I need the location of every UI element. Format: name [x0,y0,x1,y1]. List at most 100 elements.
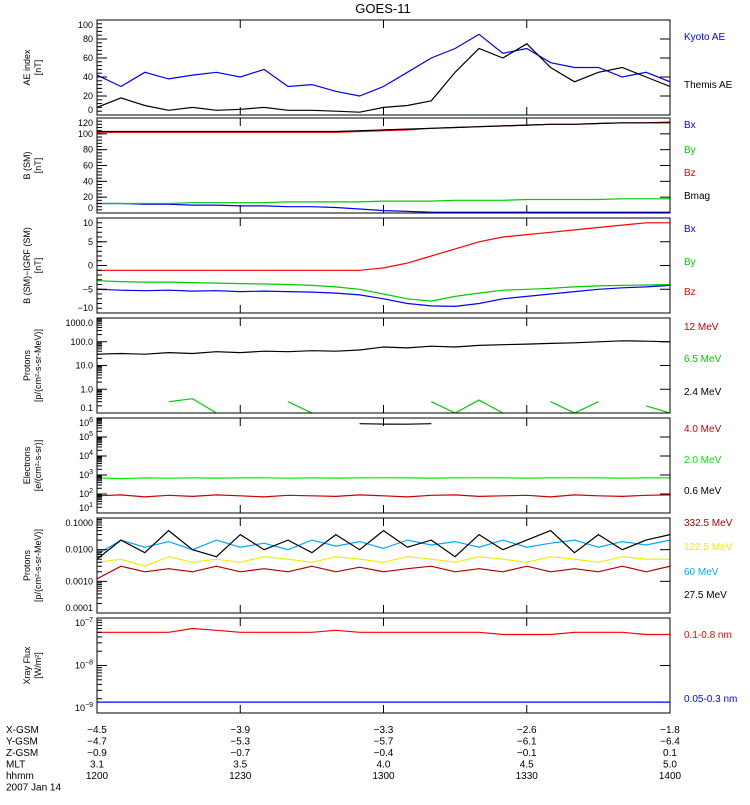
y-tick-label: 104 [79,450,93,461]
y-tick-label: 40 [83,72,93,82]
y-tick-label: 40 [83,176,93,186]
legend-label: 4.0 MeV [684,424,722,435]
ephemeris-value: 1230 [229,771,252,782]
y-axis-label: AE index[nT] [22,49,43,86]
series-line-0-1-0-8-nm [97,627,670,636]
series-line-kyoto-ae [97,33,670,97]
series-line-by [97,198,670,205]
panel-6: 332.5 MeV 122.5 MeV 60 MeV 27.5 MeV 0.0001 0.… [22,517,733,614]
ephemeris-value: 1330 [516,771,539,782]
date-label: 2007 Jan 14 [6,783,61,794]
y-tick-label: 1.0 [80,384,93,394]
ephemeris-value: −0.9 [87,748,107,759]
ephemeris-value: −2.6 [517,725,537,736]
series-line-4-0-mev [97,494,670,498]
y-tick-label: 10.0 [75,361,93,371]
y-axis-label: B (SM)[nT] [22,151,43,179]
ephemeris-row-label: hhmm [6,771,34,782]
series-line-bmag [97,122,670,133]
legend-label: Bx [684,224,696,235]
y-tick-label: 100 [78,20,93,30]
legend-label: 0.1-0.8 nm [684,630,732,641]
y-tick-label: 80 [83,34,93,44]
y-tick-label: 0 [88,203,93,213]
ephemeris-value: −5.3 [230,737,250,748]
y-tick-label: 20 [83,91,93,101]
series-line-themis-ae [97,43,670,113]
series-line-2-0-mev [97,477,670,480]
y-tick-label: 60 [83,161,93,171]
chart-title: GOES-11 [355,1,410,16]
legend-label: 0.6 MeV [684,486,722,497]
y-tick-label: 0 [88,261,93,271]
y-tick-label: 0.0001 [65,603,93,613]
series-line-by [97,280,670,302]
series-line-0-6-mev [359,423,432,425]
y-tick-label: 20 [83,192,93,202]
ephemeris-value: −0.7 [230,748,250,759]
ephemeris-value: −3.3 [374,725,394,736]
legend-label: Bmag [684,191,710,202]
panel-frame [96,317,671,414]
ephemeris-value: 5.0 [663,760,677,771]
ephemeris-value: −0.4 [374,748,394,759]
y-tick-label: 10−9 [75,702,93,713]
series-line-332-5-mev [97,565,670,580]
y-tick-label: 0.0010 [65,576,93,586]
legend-label: 6.5 MeV [684,354,722,365]
y-tick-label: −10 [78,303,93,313]
legend-label: 60 MeV [684,567,719,578]
legend-label: Kyoto AE [684,32,725,43]
panel-1: Kyoto AE Themis AE 0 20 40 60 80 100 AE index[nT… [22,19,733,116]
legend-label: 2.4 MeV [684,387,722,398]
panel-5: 4.0 MeV 2.0 MeV 0.6 MeV 101 102 103 104 105 106 E… [22,417,722,514]
y-tick-label: 100.0 [70,337,93,347]
legend-label: Bx [684,120,696,131]
y-axis-label: Protons[p/(cm²-s-sr-MeV)] [22,529,43,602]
ephemeris-row-label: Y-GSM [6,737,38,748]
ephemeris-value: −0.1 [517,748,537,759]
y-axis-label: Electrons[e/(cm²-s-sr)] [22,440,43,492]
y-tick-label: 101 [79,502,93,513]
ephemeris-value: 4.5 [520,760,534,771]
y-tick-label: 106 [79,417,93,428]
y-tick-label: 60 [83,53,93,63]
panel-frame [96,417,671,514]
ephemeris-value: −3.9 [230,725,250,736]
panel-4: 12 MeV 6.5 MeV 2.4 MeV 0.1 1.0 10.0 100.0 1000.… [22,317,722,414]
series-line-2-4-mev [97,340,670,355]
panel-7: 0.1-0.8 nm 0.05-0.3 nm 10−9 10−8 10−7 Xray Fl… [22,617,737,714]
y-tick-label: 0.1000 [65,518,93,528]
ephemeris-value: −5.7 [374,737,394,748]
legend-label: Themis AE [684,80,733,91]
panel-frame [96,517,671,614]
ephemeris-row-label: X-GSM [6,725,39,736]
ephemeris-value: 3.5 [233,760,247,771]
ephemeris-value: −4.7 [87,737,107,748]
y-tick-label: 120 [78,118,93,128]
y-tick-label: 80 [83,145,93,155]
ephemeris-row-label: MLT [6,760,25,771]
y-tick-label: 0.0100 [65,545,93,555]
ephemeris-value: −4.5 [87,725,107,736]
ephemeris-value: 4.0 [377,760,391,771]
legend-label: 332.5 MeV [684,518,733,529]
y-axis-label: Protons[p/(cm²-s-sr-MeV)] [22,329,43,402]
series-line-bz [97,222,670,271]
y-axis-label: Xray Flux[W/m²] [22,646,43,685]
ephemeris-value: 1300 [372,771,395,782]
y-tick-label: 10−7 [75,617,93,628]
series-line-122-5-mev [97,556,670,567]
y-tick-label: 0.1 [80,403,93,413]
legend-label: 2.0 MeV [684,455,722,466]
y-tick-label: 5 [88,237,93,247]
ephemeris-value: 1400 [659,771,682,782]
ephemeris-row-label: Z-GSM [6,748,38,759]
y-tick-label: 0 [88,105,93,115]
legend-label: 12 MeV [684,322,719,333]
y-tick-label: 10−8 [75,660,93,671]
y-tick-label: 10 [83,218,93,228]
legend-label: 122.5 MeV [684,542,733,553]
